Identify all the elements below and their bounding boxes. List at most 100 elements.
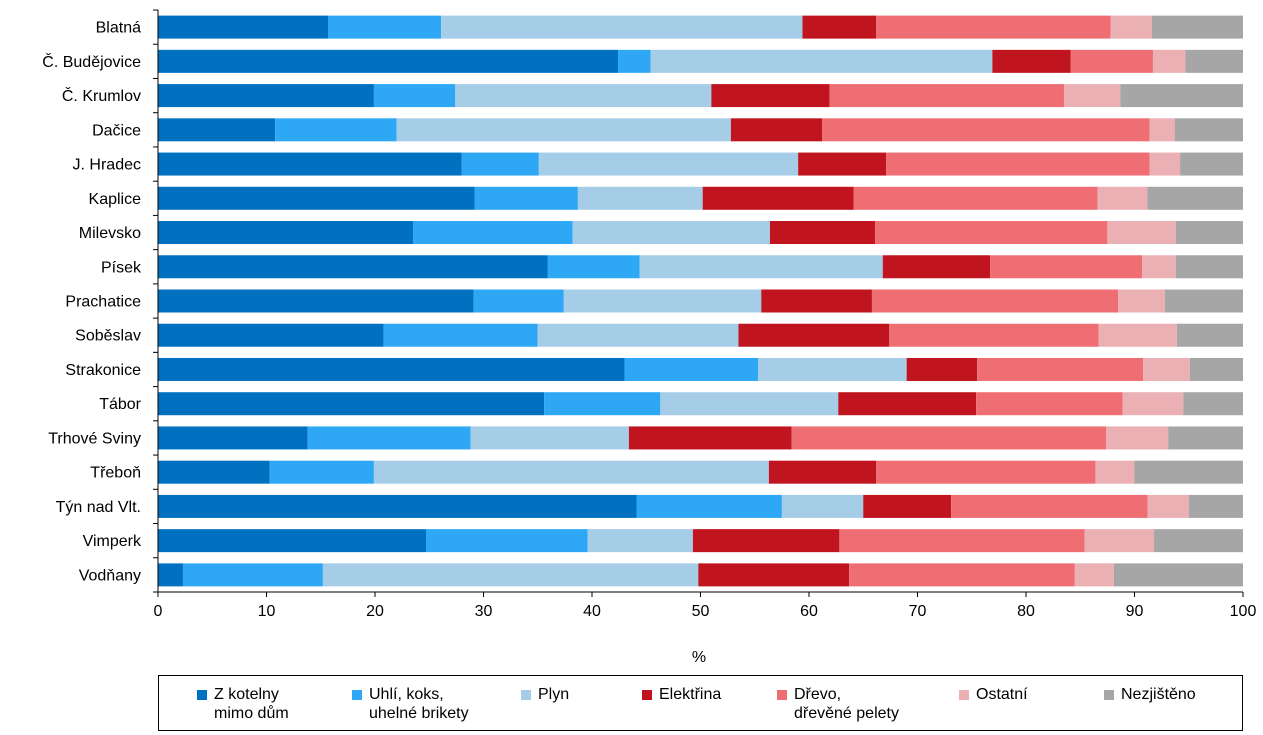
legend-label-line: Elektřina [659, 686, 722, 703]
legend-swatch [352, 690, 362, 700]
bar-segment [158, 494, 637, 518]
bar-segment [269, 460, 374, 484]
legend-label: Z kotelny mimo dům [214, 685, 289, 723]
legend-item: Dřevo, dřevěné pelety [777, 685, 899, 723]
x-tick-label: 70 [909, 603, 927, 620]
bar-segment [992, 49, 1071, 73]
bar-segment [470, 426, 629, 450]
bar-segment [1175, 255, 1243, 279]
bar-segment [158, 221, 413, 245]
bar-segment [1106, 426, 1169, 450]
legend-item: Uhlí, koks, uhelné brikety [352, 685, 469, 723]
bar-segment [544, 392, 661, 416]
category-label: Dačice [92, 122, 141, 139]
bar-segment [461, 152, 539, 176]
legend-label-line: uhelné brikety [369, 705, 469, 722]
bar-segment [822, 118, 1150, 142]
bar-segment [182, 563, 323, 587]
bar-segment [572, 221, 770, 245]
bar-segment [839, 529, 1085, 553]
bar-segment [1142, 255, 1176, 279]
bar-segment [158, 49, 619, 73]
bar-segment [628, 426, 792, 450]
x-tick-label: 80 [1017, 603, 1035, 620]
bar-segment [1180, 152, 1243, 176]
bar-segment [441, 15, 803, 39]
bar-segment [328, 15, 442, 39]
bar-segment [951, 494, 1148, 518]
bar-segment [624, 357, 758, 381]
bar-segment [158, 392, 545, 416]
bar-segment [1098, 323, 1177, 347]
legend-label: Ostatní [976, 685, 1028, 704]
bar-segment [1084, 529, 1155, 553]
legend-label: Elektřina [659, 685, 721, 704]
bar-segment [1185, 49, 1243, 73]
bar-segment [396, 118, 731, 142]
bar-segment [1070, 49, 1153, 73]
x-tick-labels: 0 10 20 30 40 50 60 70 80 90 100 [154, 603, 1257, 620]
legend-label-line: Z kotelny [214, 686, 279, 703]
legend-label: Plyn [538, 685, 569, 704]
legend-item: Elektřina [642, 685, 721, 704]
legend-label-line: Nezjištěno [1121, 686, 1196, 703]
bar-segment [1175, 221, 1243, 245]
legend-swatch [642, 690, 652, 700]
x-tick-label: 60 [800, 603, 818, 620]
bar-segment [1097, 186, 1148, 210]
legend-item: Ostatní [959, 685, 1028, 704]
bar-segment [1152, 49, 1186, 73]
bars-layer [158, 15, 1243, 587]
legend-label-line: Dřevo, [794, 686, 842, 703]
bar-segment [275, 118, 397, 142]
bar-segment [829, 84, 1064, 108]
bar-segment [1154, 529, 1243, 553]
bar-segment [538, 152, 799, 176]
bar-segment [781, 494, 864, 518]
bar-segment [1095, 460, 1135, 484]
bar-segment [791, 426, 1107, 450]
bar-segment [383, 323, 538, 347]
bar-segment [882, 255, 991, 279]
bar-segment [876, 460, 1096, 484]
bar-segment [1122, 392, 1184, 416]
legend-label-line: Plyn [538, 686, 570, 703]
bar-segment [158, 15, 329, 39]
bar-segment [875, 221, 1108, 245]
bar-segment [1074, 563, 1114, 587]
bar-segment [758, 357, 907, 381]
bar-segment [158, 118, 276, 142]
bar-segment [1168, 426, 1243, 450]
category-label: Blatná [96, 20, 141, 37]
bar-segment [1188, 494, 1243, 518]
legend-swatch [777, 690, 787, 700]
bar-segment [692, 529, 840, 553]
category-label: Třeboň [90, 465, 141, 482]
x-tick-label: 0 [154, 603, 163, 620]
legend-swatch [1104, 690, 1114, 700]
bar-segment [474, 186, 578, 210]
category-label: Soběslav [75, 328, 141, 345]
bar-segment [1147, 494, 1189, 518]
legend-label-line: Uhlí, koks, [369, 686, 444, 703]
bar-segment [711, 84, 830, 108]
bar-segment [455, 84, 712, 108]
bar-segment [769, 221, 876, 245]
bar-segment [976, 392, 1123, 416]
bar-segment [158, 563, 183, 587]
bar-segment [1164, 289, 1243, 313]
bar-segment [1151, 15, 1243, 39]
bar-segment [660, 392, 839, 416]
bar-segment [547, 255, 640, 279]
bar-segment [373, 84, 456, 108]
bar-segment [650, 49, 993, 73]
bar-segment [158, 460, 270, 484]
stacked-bar-chart: Blatná Č. Budějovice Č. Krumlov Dačice J. Hr… [42, 9, 1257, 666]
bar-segment [587, 529, 693, 553]
bar-segment [1174, 118, 1243, 142]
category-label: Týn nad Vlt. [56, 499, 141, 516]
legend-swatch [197, 690, 207, 700]
legend-label: Uhlí, koks, uhelné brikety [369, 685, 469, 723]
bar-segment [906, 357, 978, 381]
legend-label-line: mimo dům [214, 705, 289, 722]
